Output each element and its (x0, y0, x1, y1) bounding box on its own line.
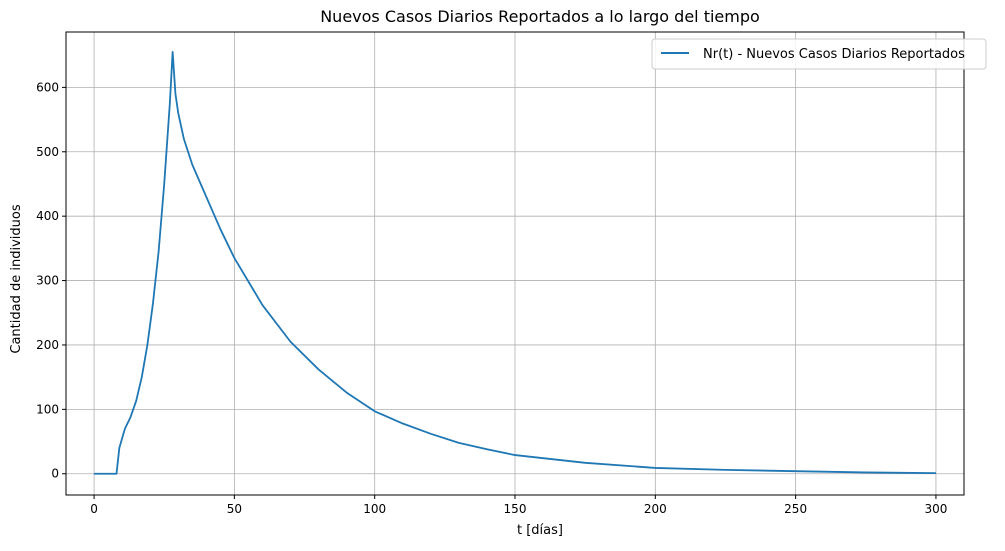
x-tick-label: 150 (504, 502, 527, 516)
chart-title: Nuevos Casos Diarios Reportados a lo lar… (320, 7, 760, 26)
y-tick-label: 600 (36, 80, 59, 94)
x-tick-label: 300 (924, 502, 947, 516)
x-axis-ticks: 0 50 100 150 200 250 300 (90, 495, 947, 516)
y-tick-label: 0 (51, 467, 59, 481)
y-tick-label: 400 (36, 209, 59, 223)
x-tick-label: 0 (90, 502, 98, 516)
y-tick-label: 500 (36, 145, 59, 159)
series-line (94, 51, 936, 475)
x-tick-label: 50 (227, 502, 242, 516)
y-axis-ticks: 0 100 200 300 400 500 600 (36, 80, 66, 481)
legend-box (651, 38, 987, 70)
x-tick-label: 250 (784, 502, 807, 516)
legend-label: Nr(t) - Nuevos Casos Diarios Reportados (703, 47, 965, 62)
y-tick-label: 300 (36, 274, 59, 288)
series-layer (94, 51, 936, 475)
y-tick-label: 200 (36, 338, 59, 352)
x-tick-label: 200 (644, 502, 667, 516)
y-tick-label: 100 (36, 402, 59, 416)
x-axis-label: t [días] (517, 523, 563, 538)
y-axis-label: Cantidad de individuos (9, 204, 24, 353)
legend: Nr(t) - Nuevos Casos Diarios Reportados (651, 38, 987, 70)
x-tick-label: 100 (363, 502, 386, 516)
